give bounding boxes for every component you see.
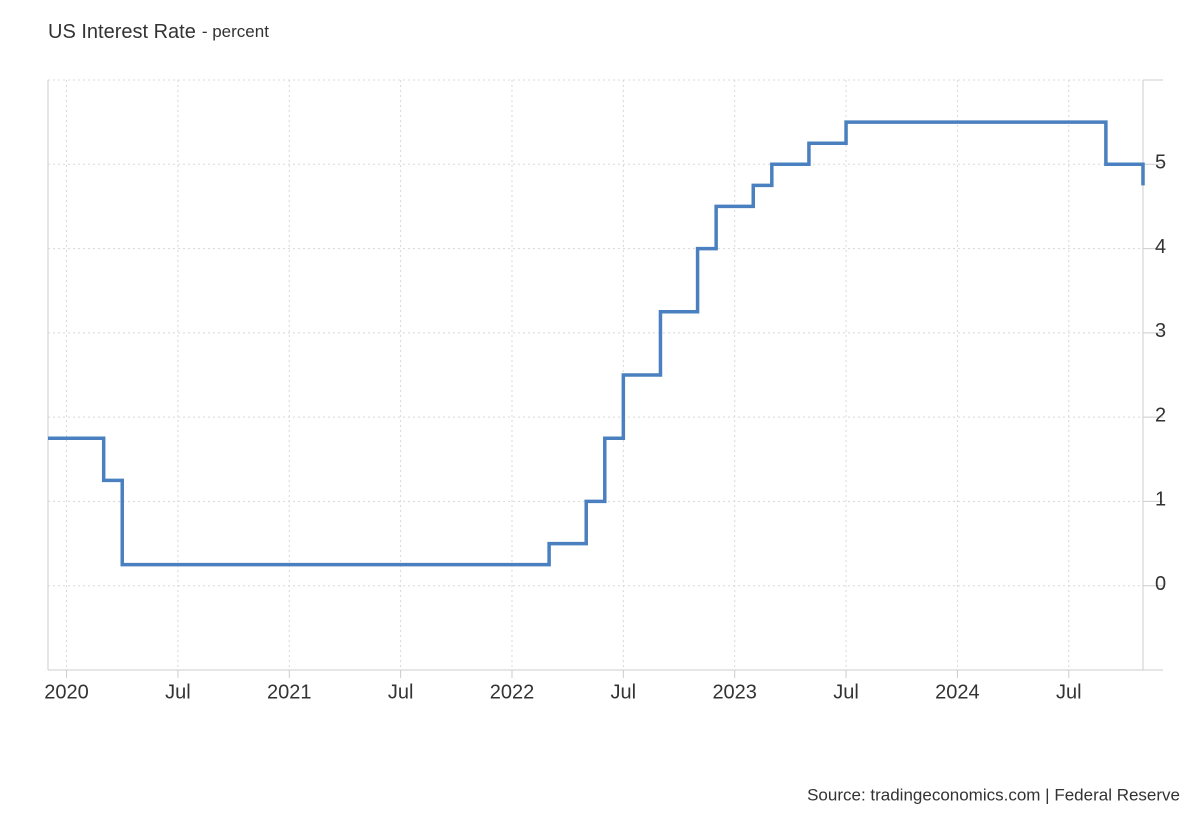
rate-line xyxy=(48,120,1145,567)
y-tick-label: 3 xyxy=(1155,320,1166,342)
x-tick-label: Jul xyxy=(1056,681,1082,703)
x-tick-label: Jul xyxy=(165,681,191,703)
y-tick-label: 0 xyxy=(1155,573,1166,595)
x-tick-label: 2023 xyxy=(712,681,757,703)
x-tick-label: 2021 xyxy=(267,681,312,703)
x-tick-label: 2024 xyxy=(935,681,980,703)
subtitle: - percent xyxy=(202,22,269,41)
x-tick-label: Jul xyxy=(833,681,859,703)
y-tick-label: 5 xyxy=(1155,152,1166,174)
y-tick-label: 2 xyxy=(1155,404,1166,426)
x-tick-label: Jul xyxy=(388,681,414,703)
x-tick-label: 2020 xyxy=(44,681,89,703)
y-tick-label: 4 xyxy=(1155,236,1166,258)
title: US Interest Rate xyxy=(48,21,196,43)
x-tick-label: 2022 xyxy=(490,681,535,703)
y-tick-label: 1 xyxy=(1155,489,1166,511)
x-tick-label: Jul xyxy=(611,681,637,703)
chart-title: US Interest Rate - percent xyxy=(48,21,269,43)
source: Source: tradingeconomics.com | Federal R… xyxy=(807,785,1180,804)
